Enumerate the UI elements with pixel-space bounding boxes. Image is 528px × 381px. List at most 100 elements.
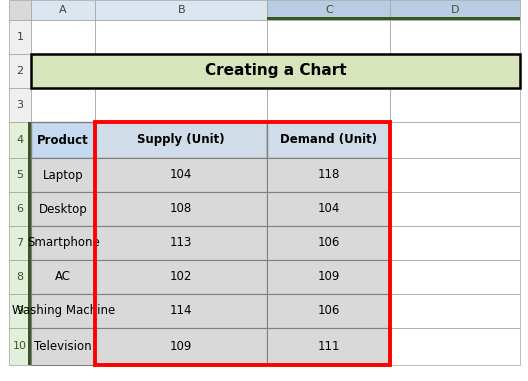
Text: 113: 113 [170,237,192,250]
Bar [267,0,390,20]
Bar [95,260,267,294]
Text: C: C [325,5,333,15]
Bar [95,88,267,122]
Bar [390,122,520,158]
Bar [267,226,390,260]
Text: B: B [177,5,185,15]
Bar [95,328,267,365]
Bar [31,192,95,226]
Bar [95,260,267,294]
Text: 9: 9 [16,306,23,316]
Bar [390,260,520,294]
Bar [267,260,390,294]
Text: D: D [451,5,459,15]
Bar [31,328,95,365]
Bar [31,158,95,192]
Bar [8,192,31,226]
Bar [95,158,267,192]
Bar [267,122,390,158]
Text: 118: 118 [318,168,340,181]
Text: AC: AC [55,271,71,283]
Bar [8,20,31,54]
Text: Laptop: Laptop [43,168,83,181]
Text: Desktop: Desktop [39,202,88,216]
Bar [95,20,267,54]
Text: 106: 106 [318,304,340,317]
Text: 5: 5 [16,170,23,180]
Text: 10: 10 [13,341,27,352]
Bar [31,260,95,294]
Bar [29,122,31,158]
Text: Smartphone: Smartphone [27,237,100,250]
Text: A: A [59,5,67,15]
Bar [8,294,31,328]
Bar [267,54,390,88]
Bar [31,294,95,328]
Text: 2: 2 [16,66,23,76]
Bar [8,122,31,158]
Text: 106: 106 [318,237,340,250]
Bar [31,226,95,260]
Text: 3: 3 [16,100,23,110]
Bar [31,54,95,88]
Bar [95,328,267,365]
Text: 6: 6 [16,204,23,214]
Bar [95,122,390,365]
Bar [267,17,390,20]
Bar [95,122,267,158]
Bar [267,260,390,294]
Bar [31,88,95,122]
Bar [390,158,520,192]
Text: 7: 7 [16,238,23,248]
Bar [390,192,520,226]
Bar [95,226,267,260]
Bar [31,192,95,226]
Text: 104: 104 [170,168,192,181]
Bar [95,226,267,260]
Bar [8,260,31,294]
Bar [29,192,31,226]
Bar [267,328,390,365]
Bar [31,226,95,260]
Bar [390,20,520,54]
Bar [95,294,267,328]
Bar [31,0,95,20]
Bar [95,54,267,88]
Bar [267,158,390,192]
Bar [31,122,95,158]
Bar [267,122,390,158]
Bar [390,328,520,365]
Bar [267,192,390,226]
Bar [31,328,95,365]
Text: 104: 104 [318,202,340,216]
Bar [267,226,390,260]
Bar [267,192,390,226]
Bar [267,294,390,328]
Text: 114: 114 [170,304,193,317]
Text: 111: 111 [317,340,340,353]
Text: Supply (Unit): Supply (Unit) [137,133,225,147]
Text: 109: 109 [170,340,192,353]
Bar [31,54,520,88]
Bar [31,260,95,294]
Bar [31,20,95,54]
Bar [267,158,390,192]
Bar [31,158,95,192]
Text: 102: 102 [170,271,192,283]
Text: Demand (Unit): Demand (Unit) [280,133,378,147]
Bar [95,192,267,226]
Bar [267,20,390,54]
Bar [95,294,267,328]
Text: Product: Product [37,133,89,147]
Bar [29,260,31,294]
Bar [95,192,267,226]
Bar [390,88,520,122]
Bar [8,88,31,122]
Bar [390,17,520,20]
Bar [267,328,390,365]
Bar [8,328,31,365]
Bar [8,54,31,88]
Bar [8,226,31,260]
Text: 8: 8 [16,272,23,282]
Bar [95,122,267,158]
